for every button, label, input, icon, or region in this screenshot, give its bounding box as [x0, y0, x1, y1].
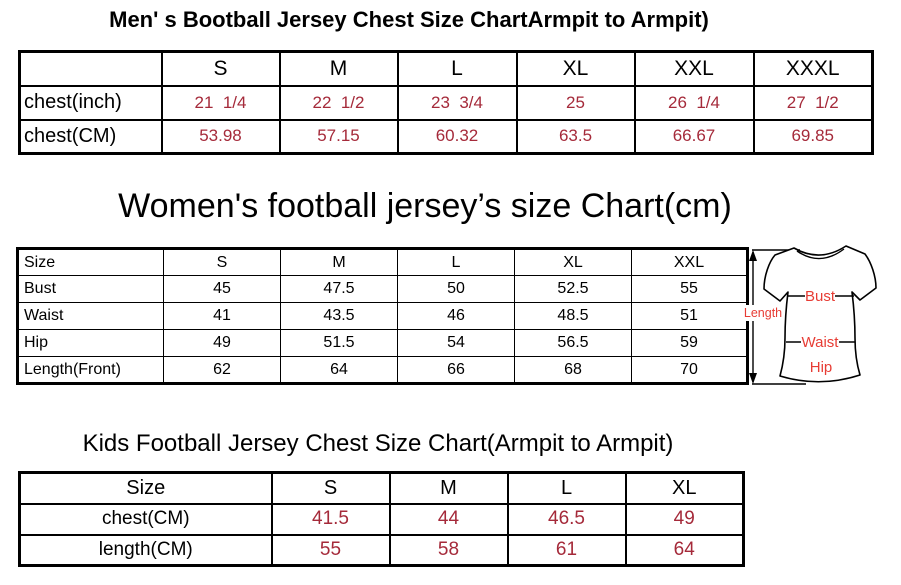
table-cell: 48.5 — [514, 302, 632, 330]
table-cell: 64 — [280, 356, 398, 384]
waist-label: Waist — [802, 334, 840, 351]
table-cell: M — [388, 471, 509, 505]
table-cell: 59 — [631, 329, 748, 357]
table-cell: 62 — [163, 356, 281, 384]
row-label: chest(CM) — [18, 118, 163, 155]
mens-size-table: S M L XL XXL XXXL chest(inch) 21 1/4 22 … — [18, 50, 874, 155]
table-cell: 27 1/2 — [752, 84, 874, 121]
table-cell: 58 — [388, 533, 509, 567]
table-cell: 26 1/4 — [633, 84, 755, 121]
womens-bust-row: Bust 45 47.5 50 52.5 55 — [17, 275, 748, 303]
mens-chart-title: Men' s Bootball Jersey Chest Size ChartA… — [109, 7, 709, 32]
table-cell: 69.85 — [752, 118, 874, 155]
kids-size-table: Size S M L XL chest(CM) 41.5 44 46.5 49 … — [18, 471, 745, 567]
kids-length-row: length(CM) 55 58 61 64 — [18, 533, 745, 567]
collar-inner-line — [796, 248, 845, 260]
table-cell: Size — [18, 471, 273, 505]
row-label: chest(CM) — [18, 502, 273, 536]
table-cell: 63.5 — [515, 118, 636, 155]
womens-waist-row: Waist 41 43.5 46 48.5 51 — [17, 302, 748, 330]
row-label: Bust — [17, 275, 164, 303]
table-cell: 64 — [624, 533, 745, 567]
table-cell: 51 — [631, 302, 748, 330]
table-cell: 25 — [515, 84, 636, 121]
table-cell: 47.5 — [280, 275, 398, 303]
womens-chart-title: Women's football jersey’s size Chart(cm) — [118, 187, 732, 225]
table-cell: XL — [515, 50, 636, 87]
table-cell: Size — [17, 248, 164, 276]
row-label: length(CM) — [18, 533, 273, 567]
arrow-up-head — [749, 250, 757, 261]
womens-size-table: Size S M L XL XXL Bust 45 47.5 50 52.5 5… — [16, 247, 749, 385]
table-cell: XXL — [633, 50, 755, 87]
table-cell: 68 — [514, 356, 632, 384]
table-cell: 21 1/4 — [160, 84, 281, 121]
table-cell: 49 — [163, 329, 281, 357]
table-cell: 57.15 — [278, 118, 399, 155]
table-cell: L — [396, 50, 518, 87]
table-cell: 66 — [397, 356, 515, 384]
length-label: Length — [744, 306, 782, 320]
arrow-down-head — [749, 373, 757, 384]
table-cell: XXL — [631, 248, 748, 276]
row-label: Waist — [17, 302, 164, 330]
table-cell: S — [160, 50, 281, 87]
mens-chest-cm-row: chest(CM) 53.98 57.15 60.32 63.5 66.67 6… — [18, 118, 874, 155]
table-cell — [18, 50, 163, 87]
mens-chest-inch-row: chest(inch) 21 1/4 22 1/2 23 3/4 25 26 1… — [18, 84, 874, 121]
table-cell: 55 — [270, 533, 391, 567]
table-cell: 70 — [631, 356, 748, 384]
bust-label: Bust — [805, 288, 836, 305]
table-cell: 44 — [388, 502, 509, 536]
womens-hip-row: Hip 49 51.5 54 56.5 59 — [17, 329, 748, 357]
kids-header-row: Size S M L XL — [18, 471, 745, 505]
tshirt-outline — [763, 245, 877, 383]
table-cell: 51.5 — [280, 329, 398, 357]
table-cell: S — [270, 471, 391, 505]
table-cell: S — [163, 248, 281, 276]
tshirt-measurement-diagram: Length Bust Waist Hip — [744, 245, 877, 385]
table-cell: 55 — [631, 275, 748, 303]
table-cell: 46.5 — [506, 502, 627, 536]
kids-chest-row: chest(CM) 41.5 44 46.5 49 — [18, 502, 745, 536]
table-cell: 52.5 — [514, 275, 632, 303]
table-cell: L — [506, 471, 627, 505]
table-cell: 56.5 — [514, 329, 632, 357]
table-cell: M — [278, 50, 399, 87]
row-label: chest(inch) — [18, 84, 163, 121]
table-cell: 22 1/2 — [278, 84, 399, 121]
table-cell: L — [397, 248, 515, 276]
row-label: Length(Front) — [17, 356, 164, 384]
table-cell: 66.67 — [633, 118, 755, 155]
table-cell: XL — [514, 248, 632, 276]
table-cell: 53.98 — [160, 118, 281, 155]
table-cell: 60.32 — [396, 118, 518, 155]
length-label-backing — [744, 305, 784, 321]
table-cell: 45 — [163, 275, 281, 303]
row-label: Hip — [17, 329, 164, 357]
table-cell: 41.5 — [270, 502, 391, 536]
table-cell: 43.5 — [280, 302, 398, 330]
table-cell: 49 — [624, 502, 745, 536]
womens-header-row: Size S M L XL XXL — [17, 248, 748, 276]
mens-header-row: S M L XL XXL XXXL — [18, 50, 874, 87]
table-cell: 50 — [397, 275, 515, 303]
hip-label: Hip — [810, 359, 833, 376]
table-cell: 54 — [397, 329, 515, 357]
table-cell: XXXL — [752, 50, 874, 87]
table-cell: XL — [624, 471, 745, 505]
womens-length-row: Length(Front) 62 64 66 68 70 — [17, 356, 748, 384]
table-cell: 23 3/4 — [396, 84, 518, 121]
table-cell: M — [280, 248, 398, 276]
kids-chart-title: Kids Football Jersey Chest Size Chart(Ar… — [82, 430, 674, 457]
table-cell: 41 — [163, 302, 281, 330]
table-cell: 61 — [506, 533, 627, 567]
table-cell: 46 — [397, 302, 515, 330]
